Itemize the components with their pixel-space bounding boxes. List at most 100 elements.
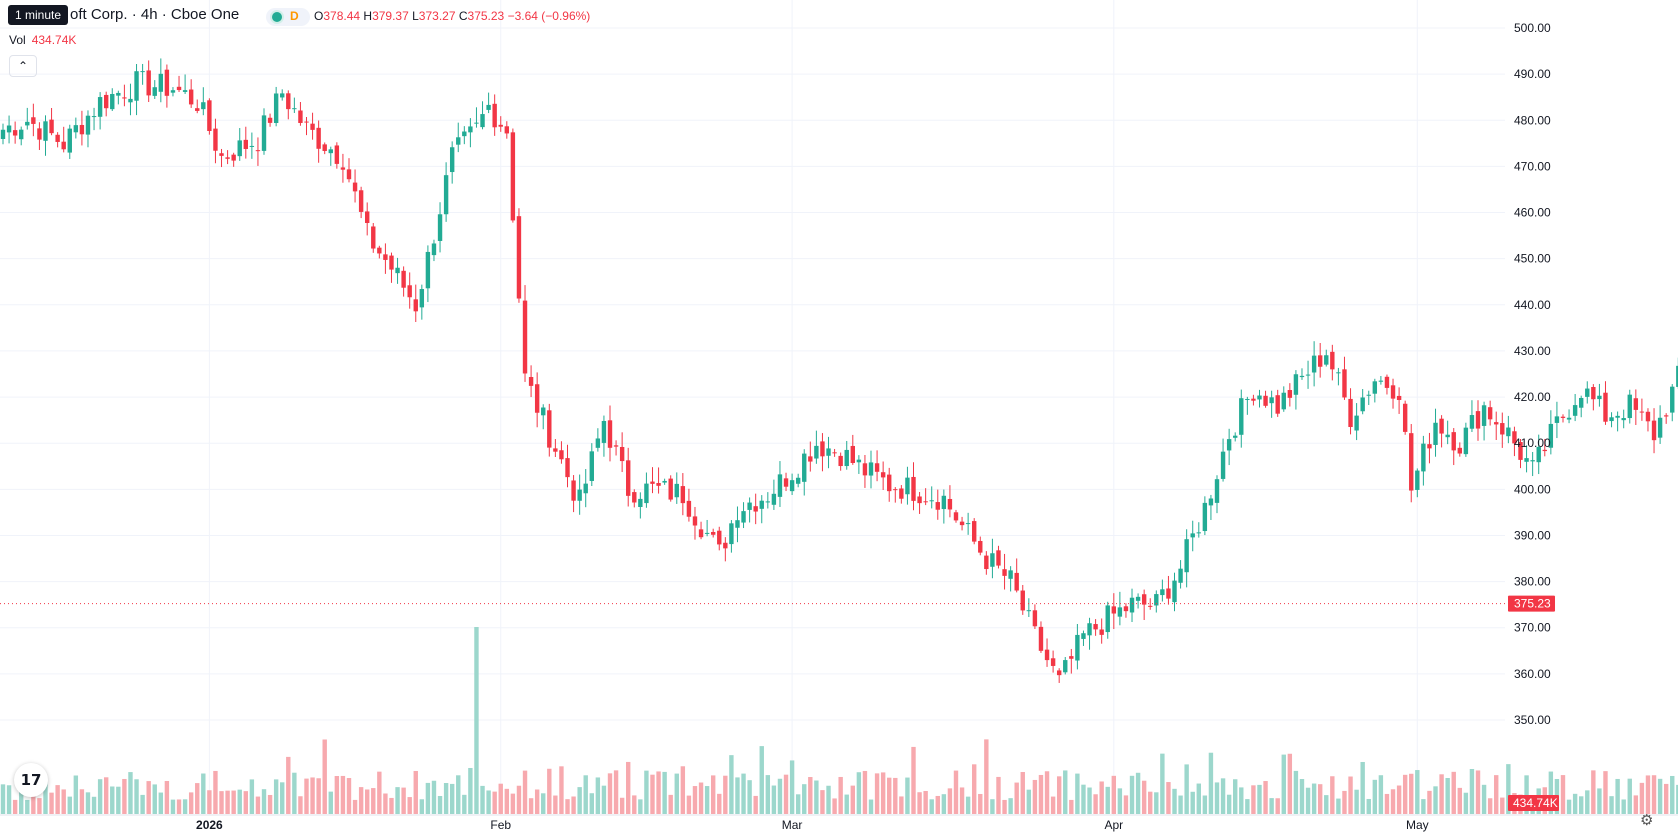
candle-body [917, 496, 922, 504]
candle-body [802, 453, 807, 482]
candle-body [1457, 447, 1462, 454]
volume-bar [911, 746, 916, 814]
volume-bar [729, 755, 734, 814]
candle-body [1585, 388, 1590, 397]
volume-bar [650, 774, 655, 814]
volume-bar [1615, 778, 1620, 814]
volume-bar [1148, 791, 1153, 814]
volume-bar [1032, 779, 1038, 814]
candle-body [61, 141, 66, 150]
volume-bar [431, 780, 437, 814]
volume-bar [1311, 783, 1317, 814]
x-tick-label: May [1406, 818, 1429, 832]
volume-bar [395, 787, 400, 814]
volume-bar [255, 796, 261, 814]
volume-bar [680, 766, 686, 814]
candle-body [413, 299, 418, 312]
x-tick-label: Apr [1104, 818, 1123, 832]
market-status[interactable]: D [266, 8, 310, 26]
candle-body [1111, 606, 1117, 614]
candle-body [1063, 660, 1068, 673]
volume-bar [1378, 775, 1384, 814]
candle-body [632, 492, 637, 503]
candle-body [1409, 433, 1414, 491]
volume-bar [480, 785, 485, 814]
candle-body [1645, 411, 1651, 422]
volume-bar [632, 795, 637, 814]
volume-bar [334, 776, 340, 814]
volume-bar [923, 790, 928, 814]
candle-body [1008, 570, 1013, 579]
volume-bar [1178, 795, 1183, 814]
volume-bar [371, 788, 376, 814]
volume-bar [207, 790, 212, 814]
candle-body [522, 300, 528, 374]
volume-bar [1081, 784, 1086, 814]
volume-bar [704, 786, 710, 814]
volume-bar [899, 796, 904, 814]
volume-bar [1427, 790, 1432, 814]
volume-bar [1245, 799, 1250, 814]
candle-body [826, 448, 831, 456]
volume-bar [437, 795, 443, 814]
volume-bar [1154, 792, 1159, 814]
volume-bar [188, 792, 194, 814]
candle-body [85, 115, 91, 135]
candle-body [510, 132, 516, 221]
volume-bar [1572, 793, 1578, 814]
candle-body [735, 520, 740, 528]
candle-body [431, 243, 437, 256]
gear-icon[interactable]: ⚙ [1640, 812, 1654, 829]
volume-bar [741, 773, 746, 814]
volume-bar [146, 781, 151, 814]
candle-body [1148, 605, 1153, 607]
volume-bar [1166, 782, 1171, 814]
candle-body [565, 458, 570, 478]
volume-bar [449, 783, 455, 814]
candle-body [1123, 606, 1129, 612]
volume-bar [401, 787, 406, 814]
y-tick-label: 490.00 [1514, 67, 1551, 81]
candle-body [449, 147, 455, 173]
candle-body [1433, 422, 1438, 445]
candle-body [316, 127, 321, 149]
candle-body [1172, 580, 1177, 603]
candle-body [1518, 442, 1523, 460]
candle-body [176, 86, 182, 91]
volume-bar [765, 775, 771, 814]
candle-body [201, 102, 206, 110]
volume-bar [1317, 784, 1323, 814]
volume-bar [595, 777, 601, 814]
symbol-title[interactable]: oft Corp. · 4h · Cboe One [70, 6, 240, 23]
volume-bar [1433, 786, 1438, 814]
volume-value: 434.74K [31, 33, 77, 47]
candle-body [965, 523, 971, 525]
volume-bar [1384, 793, 1390, 814]
volume-bar [340, 775, 346, 814]
candle-body [456, 137, 461, 145]
volume-bar [771, 785, 777, 814]
candle-body [1366, 394, 1371, 396]
candle-body [328, 149, 333, 154]
volume-bar [358, 787, 364, 814]
candle-body [1233, 435, 1238, 438]
candle-body [534, 384, 540, 413]
volume-bar [959, 787, 965, 814]
candle-body [1305, 374, 1311, 376]
volume-bar [67, 796, 72, 814]
y-tick-label: 420.00 [1514, 390, 1551, 404]
y-tick-label: 480.00 [1514, 113, 1551, 127]
collapse-legend-button[interactable]: ⌃ [9, 55, 37, 77]
volume-bar [880, 772, 886, 814]
candle-body [1597, 395, 1602, 400]
grid-lines [0, 0, 1505, 815]
tradingview-logo-icon[interactable]: 17 [14, 763, 48, 797]
volume-bar [1135, 772, 1141, 814]
volume-bar [1056, 776, 1062, 814]
candle-body [771, 493, 777, 505]
volume-bar [267, 794, 273, 814]
volume-bar [929, 799, 934, 814]
volume-bar [1657, 778, 1663, 814]
volume-bar [656, 771, 661, 814]
